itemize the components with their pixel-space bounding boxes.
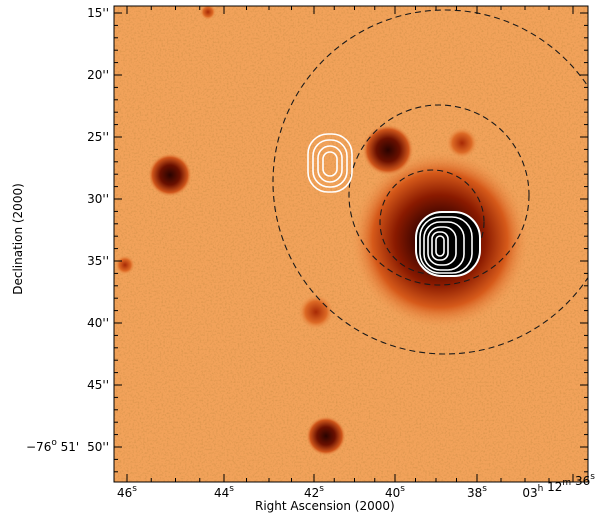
source-bright-star — [362, 124, 414, 176]
contour-left-4 — [322, 151, 338, 177]
source-mid-star — [298, 294, 334, 330]
source-left-star — [148, 153, 192, 197]
contour-galaxy-6 — [435, 235, 445, 257]
x-tick-label: 42s — [304, 484, 324, 500]
contour-galaxy-4 — [427, 226, 457, 266]
y-tick-label: 40'' — [87, 316, 109, 330]
y-tick-label: 35'' — [87, 254, 109, 268]
contour-left-3 — [317, 145, 343, 183]
y-tick-label: 30'' — [87, 192, 109, 206]
plot-frame — [113, 5, 589, 483]
contour-galaxy-2 — [419, 216, 473, 274]
y-prefix-label: −76o 51' — [26, 438, 79, 454]
contour-galaxy-3 — [423, 221, 465, 271]
source-edge-star — [115, 255, 135, 275]
source-small-star — [446, 127, 478, 159]
y-tick-label: 20'' — [87, 68, 109, 82]
y-tick-label: 25'' — [87, 130, 109, 144]
radio-contours-galaxy — [415, 211, 481, 277]
y-tick-label: 15'' — [87, 6, 109, 20]
radio-contours-left — [307, 133, 353, 193]
x-tick-labels: 46s 44s 42s 40s 38s 03h 12m 36s — [117, 472, 595, 500]
x-tick-label: 38s — [467, 484, 487, 500]
x-tick-label: 46s — [117, 484, 137, 500]
x-tick-label: 44s — [214, 484, 234, 500]
dashed-circle-medium — [348, 104, 530, 286]
x-tick-label: 03h 12m 36s — [522, 472, 595, 500]
y-tick-label: 45'' — [87, 378, 109, 392]
contour-left-2 — [312, 139, 348, 188]
axis-ticks — [114, 6, 588, 482]
dashed-circle-large — [272, 9, 588, 355]
y-axis-label: Declination (2000) — [11, 183, 25, 295]
x-axis-label: Right Ascension (2000) — [255, 499, 395, 513]
contour-left-1 — [307, 133, 353, 193]
source-bottom-star — [306, 416, 346, 456]
y-tick-labels: 15'' 20'' 25'' 30'' 35'' 40'' 45'' 50'' −76o 51' — [26, 6, 109, 454]
contour-galaxy-5 — [431, 231, 449, 261]
x-tick-label: 40s — [385, 484, 405, 500]
y-tick-label: 50'' — [87, 440, 109, 454]
source-top-star — [200, 6, 216, 20]
image-area — [114, 6, 588, 482]
